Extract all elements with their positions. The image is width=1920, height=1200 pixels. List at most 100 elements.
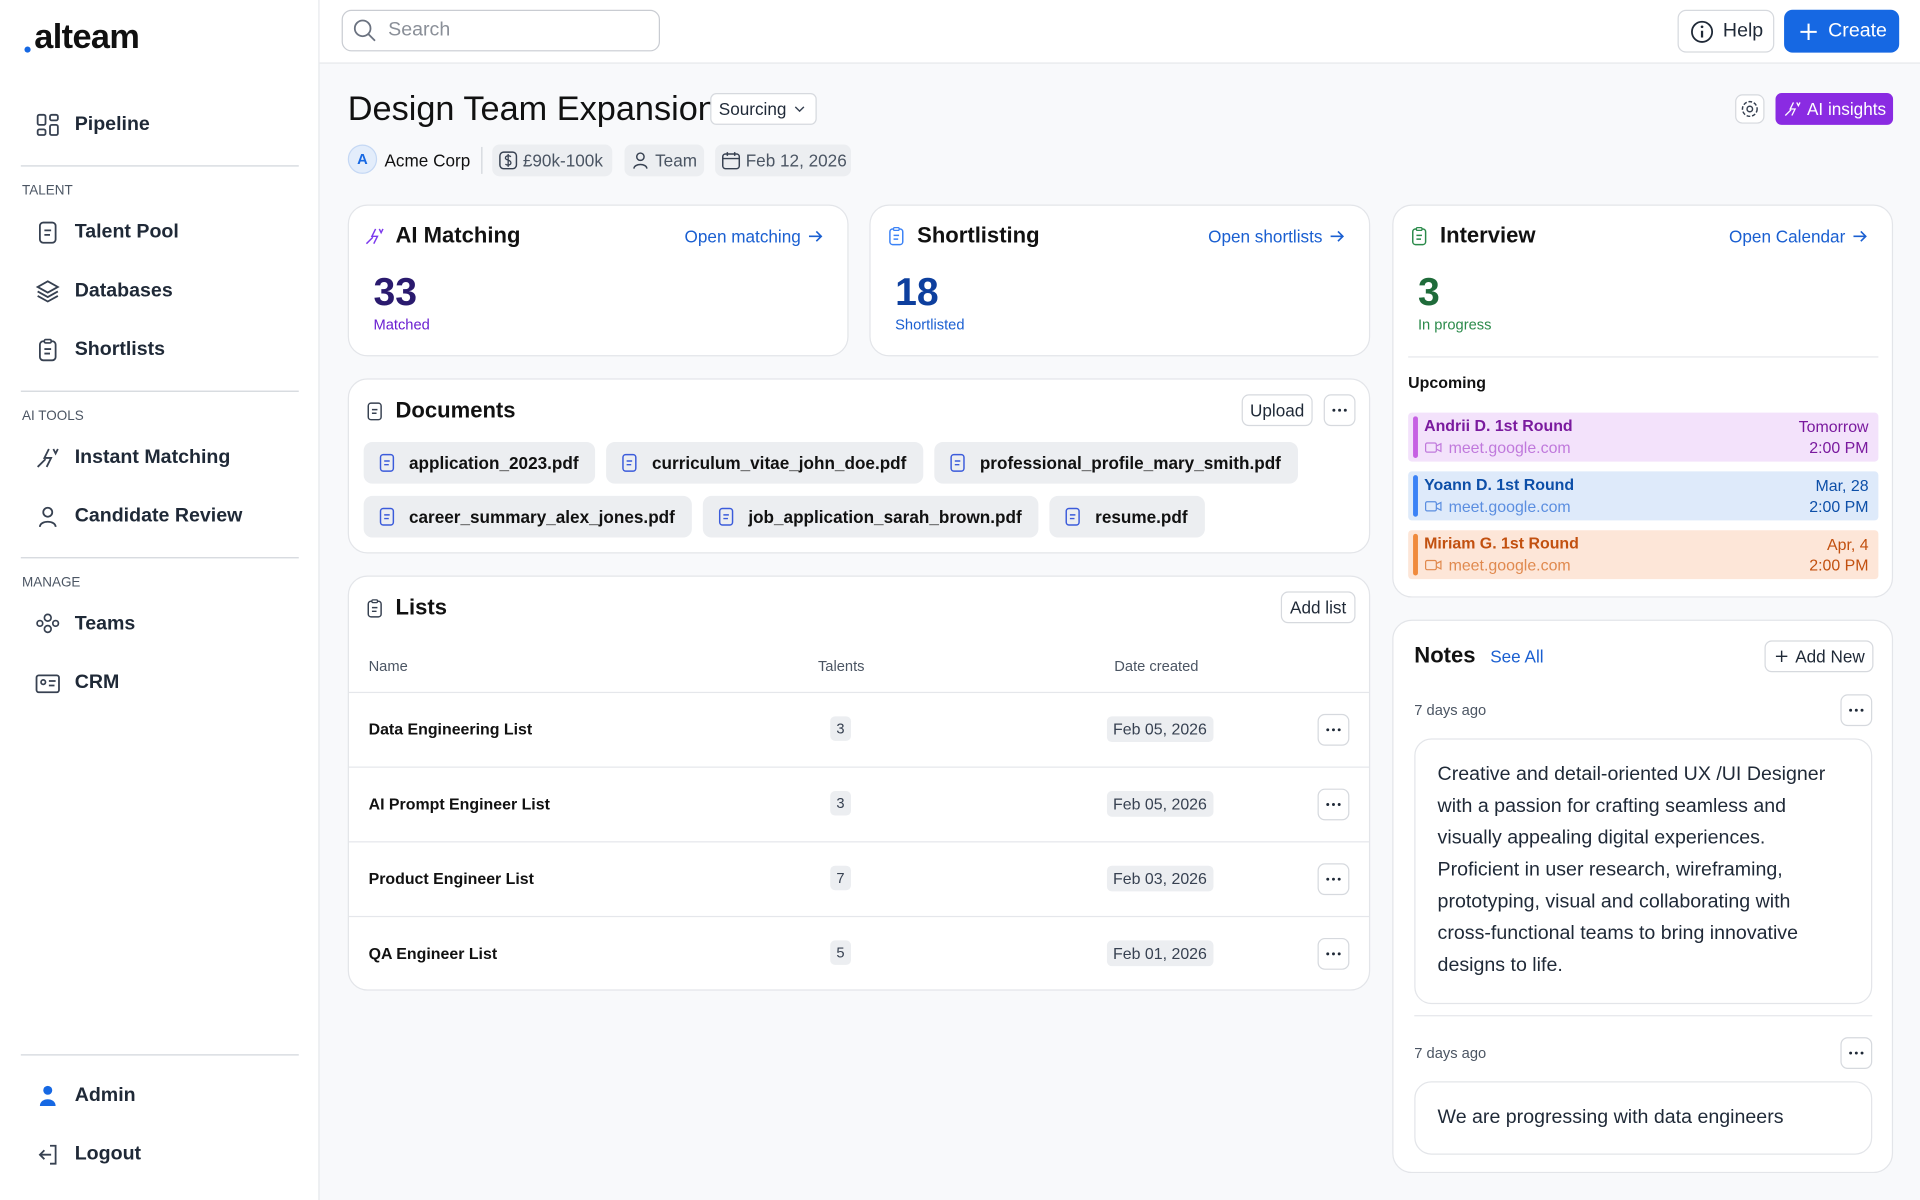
meta-tag: Team xyxy=(624,144,705,177)
nav-item[interactable]: Logout xyxy=(34,1133,303,1177)
row-menu[interactable] xyxy=(1317,788,1350,821)
file-name: career_summary_alex_jones.pdf xyxy=(408,506,675,527)
event-link: meet.google.com xyxy=(1424,556,1571,574)
card-title-text: Lists xyxy=(395,595,447,620)
card-title: Documents xyxy=(364,398,516,424)
event[interactable]: Miriam G. 1st Round meet.google.com Apr, 4… xyxy=(1408,530,1879,580)
dots-button[interactable] xyxy=(1323,394,1356,427)
meta-tag: Feb 12, 2026 xyxy=(715,144,852,177)
row-divider xyxy=(348,766,1369,768)
user-icon xyxy=(633,152,648,169)
gear-icon xyxy=(1741,100,1758,118)
nav-item[interactable]: Teams xyxy=(34,602,303,646)
card-link[interactable]: Open shortlists xyxy=(1208,227,1347,246)
file-chip[interactable]: job_application_sarah_brown.pdf xyxy=(703,495,1039,538)
event-name: Yoann D. 1st Round xyxy=(1424,475,1575,494)
video-icon xyxy=(1425,442,1442,453)
arrow-icon xyxy=(1853,230,1867,242)
card-link[interactable]: Open matching xyxy=(684,226,826,247)
nav-label: Databases xyxy=(74,280,173,302)
card-title-text: Shortlisting xyxy=(917,222,1040,248)
status-dropdown[interactable]: Sourcing xyxy=(710,93,818,125)
note-menu[interactable] xyxy=(1840,1037,1873,1069)
event[interactable]: Andrii D. 1st Round meet.google.com Tomorr… xyxy=(1408,412,1879,462)
stat-label: In progress xyxy=(1417,315,1492,334)
talent-count: 5 xyxy=(830,940,851,965)
notes-card: Notes See All Add New 7 days ago Creative an… xyxy=(1392,619,1894,1174)
nav-item[interactable]: Databases xyxy=(34,269,303,313)
talent-count: 7 xyxy=(830,865,851,891)
stat-value: 18 xyxy=(895,269,939,314)
nav-item[interactable]: CRM xyxy=(34,661,303,705)
dollar-icon xyxy=(499,151,518,170)
add-new-button[interactable]: Add New xyxy=(1764,640,1874,673)
file-name: application_2023.pdf xyxy=(408,453,579,473)
upload-button[interactable]: Upload xyxy=(1241,394,1313,427)
settings-button[interactable] xyxy=(1735,94,1765,124)
meta-tag: £90k-100k xyxy=(492,144,613,177)
nav-label: CRM xyxy=(74,672,120,694)
event-link: meet.google.com xyxy=(1424,497,1571,516)
dots-icon xyxy=(1326,877,1341,881)
file-chip[interactable]: curriculum_vitae_john_doe.pdf xyxy=(606,442,924,484)
team-icon xyxy=(36,613,60,634)
row-divider xyxy=(348,691,1369,694)
divider xyxy=(20,557,299,559)
nav-item[interactable]: Pipeline xyxy=(34,103,303,147)
doc-icon xyxy=(379,507,395,526)
file-chip[interactable]: application_2023.pdf xyxy=(363,442,596,484)
note-menu[interactable] xyxy=(1840,694,1873,727)
dots-icon xyxy=(1849,708,1864,712)
nav-item[interactable]: Instant Matching xyxy=(34,436,303,480)
see-all-link[interactable]: See All xyxy=(1490,646,1544,667)
nav-item[interactable]: Talent Pool xyxy=(34,211,303,255)
sidebar: alteam Pipeline TALENT Talent Pool Databases… xyxy=(0,0,320,1200)
row-menu[interactable] xyxy=(1317,863,1350,896)
create-button[interactable]: Create xyxy=(1784,9,1900,53)
documents-card: Documents Upload application_2023.pdf curri… xyxy=(347,378,1371,554)
nav-item[interactable]: Shortlists xyxy=(34,328,303,372)
event-name: Andrii D. 1st Round xyxy=(1424,416,1573,435)
card-link-text: Open matching xyxy=(684,226,801,247)
card-title: Lists xyxy=(364,595,447,621)
file-chip[interactable]: resume.pdf xyxy=(1049,495,1205,538)
file-name: professional_profile_mary_smith.pdf xyxy=(979,453,1281,473)
event-day: Mar, 28 xyxy=(1815,476,1869,495)
dots-icon xyxy=(1849,1051,1864,1055)
company-avatar: A xyxy=(347,144,378,174)
file-chip[interactable]: career_summary_alex_jones.pdf xyxy=(363,495,692,538)
event-link-text: meet.google.com xyxy=(1448,555,1571,575)
nav-item[interactable]: Candidate Review xyxy=(34,495,303,539)
row-menu[interactable] xyxy=(1317,713,1350,746)
help-button[interactable]: Help xyxy=(1677,9,1775,53)
file-name: job_application_sarah_brown.pdf xyxy=(748,506,1022,527)
ai-insights-label: AI insights xyxy=(1806,99,1887,119)
doc-icon xyxy=(367,401,382,420)
talent-count: 3 xyxy=(830,791,851,816)
section-heading: AI TOOLS xyxy=(22,408,84,424)
file-chip[interactable]: professional_profile_mary_smith.pdf xyxy=(934,442,1299,484)
row-menu[interactable] xyxy=(1317,937,1350,970)
note-time: 7 days ago xyxy=(1414,1044,1487,1062)
card-link[interactable]: Open Calendar xyxy=(1729,227,1870,246)
user-icon xyxy=(39,506,57,528)
meta-label: Team xyxy=(655,150,698,171)
file-name: curriculum_vitae_john_doe.pdf xyxy=(652,453,907,473)
search-icon xyxy=(353,19,376,42)
add-list-button[interactable]: Add list xyxy=(1280,591,1356,624)
date-created: Feb 05, 2026 xyxy=(1106,791,1214,817)
divider xyxy=(1414,1015,1873,1017)
doc-icon xyxy=(39,221,57,244)
nav-label: Pipeline xyxy=(74,113,150,135)
clip-icon xyxy=(39,338,57,362)
logo: alteam xyxy=(34,17,140,56)
arrow-icon xyxy=(1330,230,1345,242)
event-day: Apr, 4 xyxy=(1826,535,1869,554)
event-bar xyxy=(1413,533,1418,576)
nav-label: Shortlists xyxy=(74,339,166,361)
nav-item[interactable]: Admin xyxy=(34,1074,303,1118)
event[interactable]: Yoann D. 1st Round meet.google.com Mar, 28… xyxy=(1408,471,1879,521)
search-box[interactable]: Search xyxy=(341,9,661,52)
ai-insights-button[interactable]: AI insights xyxy=(1775,93,1894,125)
